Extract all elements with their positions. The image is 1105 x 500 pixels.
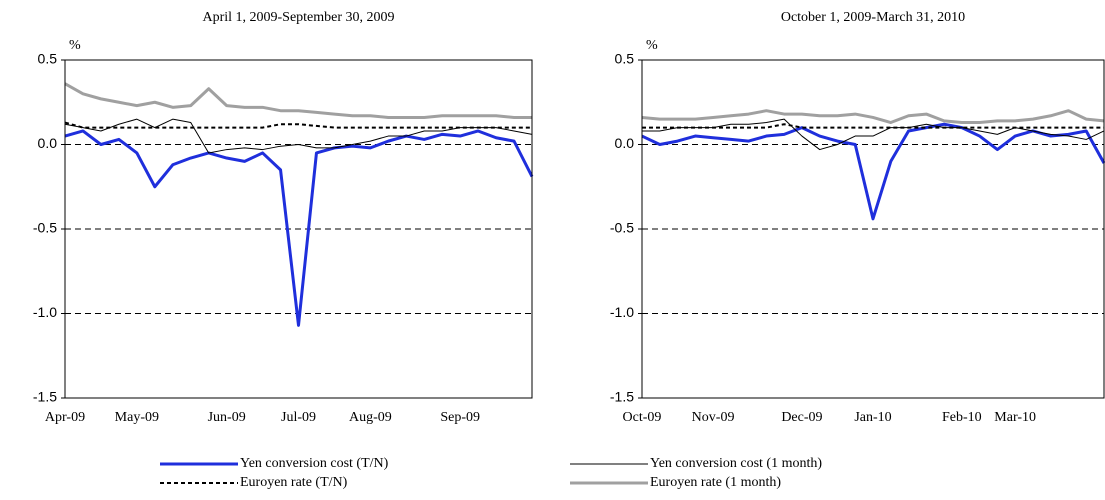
series-line	[64, 129, 534, 327]
series-line	[641, 109, 1105, 125]
series-line	[641, 122, 1105, 221]
y-axis-unit: %	[69, 38, 81, 53]
legend-label: Yen conversion cost (T/N)	[240, 456, 389, 471]
y-tick-label: 0.0	[615, 135, 635, 151]
plot-frame	[641, 59, 1105, 399]
x-tick-label: Mar-10	[994, 410, 1036, 425]
x-tick-label: May-09	[115, 410, 159, 425]
y-tick-label: 0.0	[38, 135, 58, 151]
y-tick-label: 0.5	[38, 51, 58, 67]
x-tick-label: Feb-10	[942, 410, 982, 425]
series-line	[64, 82, 532, 119]
x-tick-label: Dec-09	[781, 410, 822, 425]
series-line	[64, 118, 533, 154]
x-tick-label: Jul-09	[281, 410, 316, 425]
y-tick-label: -0.5	[610, 220, 634, 236]
x-tick-label: Oct-09	[623, 410, 662, 425]
y-tick-label: -1.0	[33, 304, 57, 320]
y-tick-label: -0.5	[33, 220, 57, 236]
series-line	[642, 118, 1105, 151]
x-tick-label: Jan-10	[854, 410, 891, 425]
panel-title: October 1, 2009-March 31, 2010	[781, 10, 965, 25]
y-tick-label: -1.0	[610, 304, 634, 320]
legend-label: Euroyen rate (T/N)	[240, 475, 348, 490]
y-tick-label: 0.5	[615, 51, 635, 67]
panel-title: April 1, 2009-September 30, 2009	[202, 10, 394, 25]
y-tick-label: -1.5	[610, 389, 634, 405]
legend-label: Yen conversion cost (1 month)	[650, 456, 822, 471]
x-tick-label: Apr-09	[45, 410, 85, 425]
x-tick-label: Aug-09	[349, 410, 392, 425]
series-line	[642, 123, 1104, 129]
y-tick-label: -1.5	[33, 389, 57, 405]
x-tick-label: Sep-09	[440, 410, 480, 425]
plot-frame	[64, 59, 533, 399]
x-tick-label: Jun-09	[208, 410, 246, 425]
x-tick-label: Nov-09	[692, 410, 735, 425]
series-line	[64, 121, 532, 129]
y-axis-unit: %	[646, 38, 658, 53]
legend-label: Euroyen rate (1 month)	[650, 475, 781, 490]
